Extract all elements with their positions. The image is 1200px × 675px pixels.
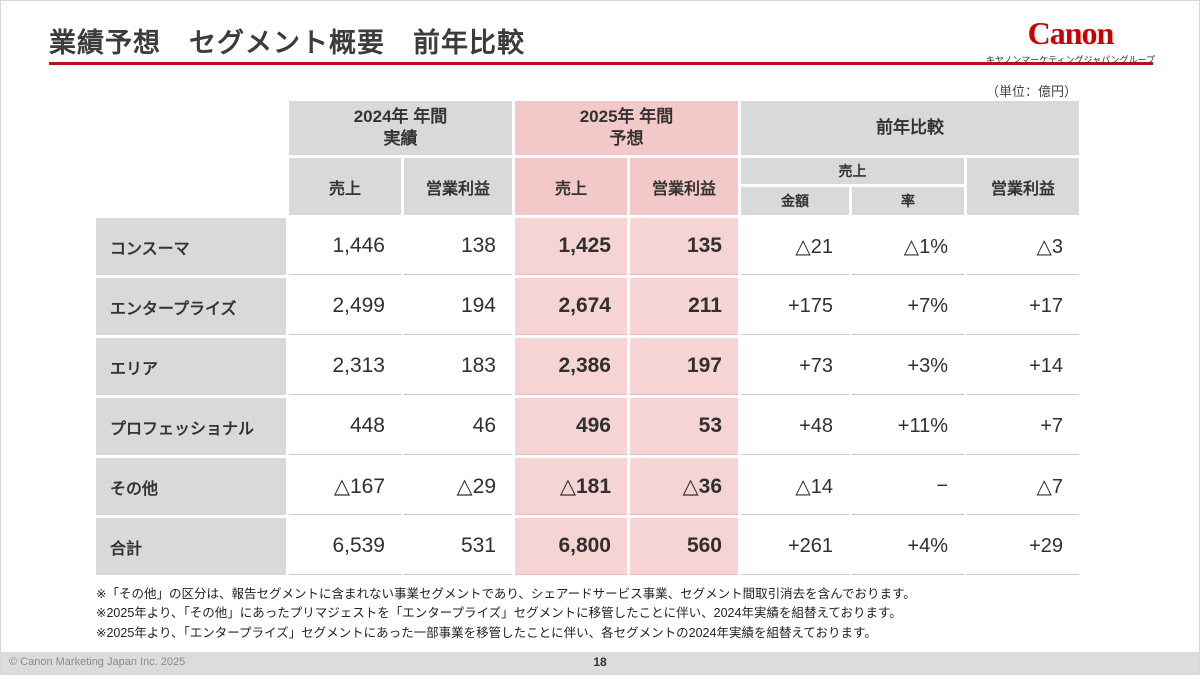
subheader-yoy-sales: 売上 bbox=[741, 158, 964, 184]
cell-2025-sales: 496 bbox=[515, 398, 627, 455]
cell-2025-profit: 197 bbox=[630, 338, 738, 395]
cell-2025-sales: 6,800 bbox=[515, 518, 627, 575]
row-label-enterprise: エンタープライズ bbox=[96, 278, 286, 335]
page-number: 18 bbox=[593, 655, 607, 669]
segment-forecast-table: 2024年 年間 実績 2025年 年間 予想 前年比較 売上 営業利益 売上 … bbox=[96, 101, 1079, 575]
row-label-area: エリア bbox=[96, 338, 286, 395]
cell-2025-profit: △36 bbox=[630, 458, 738, 515]
cell-2024-sales: 2,499 bbox=[289, 278, 401, 335]
cell-yoy-amount: +261 bbox=[741, 518, 849, 575]
cell-yoy-amount: △21 bbox=[741, 218, 849, 275]
cell-yoy-amount: +73 bbox=[741, 338, 849, 395]
row-label-professional: プロフェッショナル bbox=[96, 398, 286, 455]
cell-yoy-amount: +175 bbox=[741, 278, 849, 335]
cell-yoy-rate: +11% bbox=[852, 398, 964, 455]
cell-yoy-rate: +3% bbox=[852, 338, 964, 395]
column-group-2024-actual: 2024年 年間 実績 bbox=[289, 101, 512, 155]
cell-yoy-rate: +4% bbox=[852, 518, 964, 575]
cell-yoy-profit: +14 bbox=[967, 338, 1079, 395]
page-title: 業績予想 セグメント概要 前年比較 bbox=[49, 28, 525, 58]
cell-2024-profit: 183 bbox=[404, 338, 512, 395]
footnote-3: ※2025年より、「エンタープライズ」セグメントにあった一部事業を移管したことに… bbox=[96, 625, 877, 640]
footnotes: ※「その他」の区分は、報告セグメントに含まれない事業セグメントであり、シェアード… bbox=[96, 585, 916, 643]
cell-2025-profit: 560 bbox=[630, 518, 738, 575]
subheader-2025-sales: 売上 bbox=[515, 158, 627, 215]
column-group-yoy-label: 前年比較 bbox=[876, 117, 944, 137]
cell-2024-sales: 448 bbox=[289, 398, 401, 455]
cell-yoy-profit: +17 bbox=[967, 278, 1079, 335]
cell-2024-sales: △167 bbox=[289, 458, 401, 515]
cell-yoy-rate: +7% bbox=[852, 278, 964, 335]
cell-2024-sales: 2,313 bbox=[289, 338, 401, 395]
footer-bar: © Canon Marketing Japan Inc. 2025 18 bbox=[1, 652, 1199, 674]
cell-yoy-rate: △1% bbox=[852, 218, 964, 275]
cell-2025-sales: 2,674 bbox=[515, 278, 627, 335]
cell-2024-sales: 6,539 bbox=[289, 518, 401, 575]
column-group-2024-line2: 実績 bbox=[383, 129, 418, 148]
cell-yoy-profit: △3 bbox=[967, 218, 1079, 275]
subheader-yoy-profit: 営業利益 bbox=[967, 158, 1079, 215]
cell-yoy-profit: +29 bbox=[967, 518, 1079, 575]
subheader-2025-profit: 営業利益 bbox=[630, 158, 738, 215]
canon-logo-text: Canon bbox=[1027, 15, 1115, 51]
cell-yoy-amount: △14 bbox=[741, 458, 849, 515]
cell-2025-profit: 53 bbox=[630, 398, 738, 455]
footnote-2: ※2025年より、「その他」にあったプリマジェストを「エンタープライズ」セグメン… bbox=[96, 606, 902, 621]
column-group-2025-line1: 2025年 年間 bbox=[579, 106, 674, 126]
cell-2024-sales: 1,446 bbox=[289, 218, 401, 275]
column-group-2024-line1: 2024年 年間 bbox=[353, 106, 448, 126]
subheader-2024-sales: 売上 bbox=[289, 158, 401, 215]
subheader-2024-profit: 営業利益 bbox=[404, 158, 512, 215]
cell-2025-sales: 1,425 bbox=[515, 218, 627, 275]
cell-2024-profit: 46 bbox=[404, 398, 512, 455]
table-corner-spacer bbox=[96, 101, 286, 215]
canon-logo: Canon キヤノンマーケティングジャパングループ bbox=[986, 17, 1155, 66]
cell-2024-profit: △29 bbox=[404, 458, 512, 515]
cell-2025-profit: 211 bbox=[630, 278, 738, 335]
cell-yoy-rate: − bbox=[852, 458, 964, 515]
unit-note: （単位：億円） bbox=[985, 84, 1077, 99]
cell-2025-sales: 2,386 bbox=[515, 338, 627, 395]
column-group-yoy: 前年比較 bbox=[741, 101, 1079, 155]
cell-2024-profit: 531 bbox=[404, 518, 512, 575]
cell-yoy-profit: △7 bbox=[967, 458, 1079, 515]
cell-2024-profit: 138 bbox=[404, 218, 512, 275]
subheader-yoy-rate: 率 bbox=[852, 187, 964, 215]
cell-yoy-amount: +48 bbox=[741, 398, 849, 455]
row-label-other: その他 bbox=[96, 458, 286, 515]
cell-2025-profit: 135 bbox=[630, 218, 738, 275]
cell-2025-sales: △181 bbox=[515, 458, 627, 515]
column-group-2025-line2: 予想 bbox=[609, 129, 644, 148]
subheader-yoy-amount: 金額 bbox=[741, 187, 849, 215]
cell-2024-profit: 194 bbox=[404, 278, 512, 335]
canon-logo-subtitle: キヤノンマーケティングジャパングループ bbox=[985, 55, 1155, 65]
footnote-1: ※「その他」の区分は、報告セグメントに含まれない事業セグメントであり、シェアード… bbox=[96, 587, 916, 601]
row-label-consumer: コンスーマ bbox=[96, 218, 286, 275]
column-group-2025-forecast: 2025年 年間 予想 bbox=[515, 101, 738, 155]
copyright-text: © Canon Marketing Japan Inc. 2025 bbox=[9, 656, 186, 668]
row-label-total: 合計 bbox=[96, 518, 286, 575]
cell-yoy-profit: +7 bbox=[967, 398, 1079, 455]
title-underline-rule bbox=[49, 62, 1153, 65]
